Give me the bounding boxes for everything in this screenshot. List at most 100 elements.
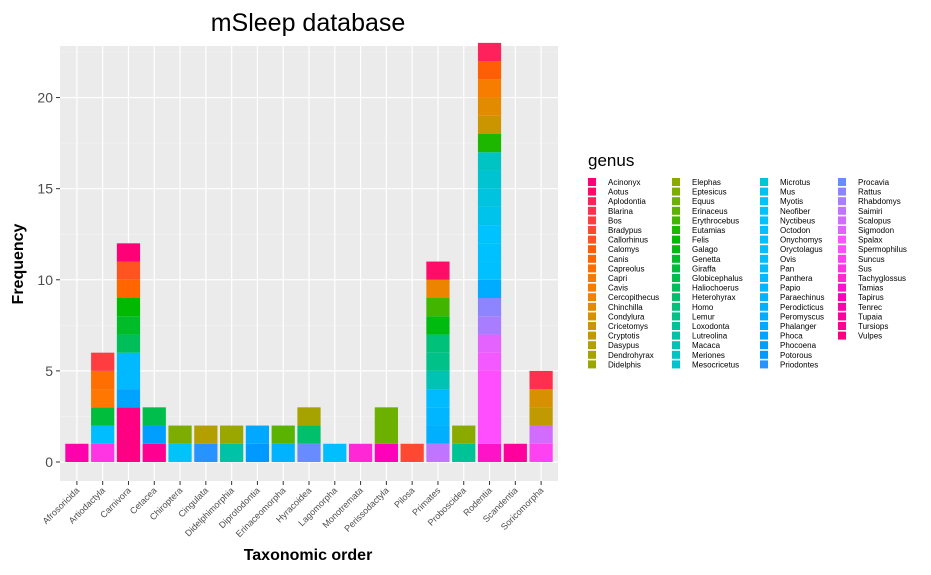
bar-segment-rodentia-cricetomys xyxy=(477,115,502,134)
bar-segment-soricomorpha-suncus xyxy=(529,443,553,462)
bar-segment-rodentia-eutamias xyxy=(477,134,502,153)
bar-segment-rodentia-sigmodon xyxy=(477,334,502,353)
bar-segment-rodentia-cavis xyxy=(477,79,502,98)
legend-key-homo xyxy=(672,302,680,311)
legend-key-rattus xyxy=(838,187,846,196)
legend-label-blarina: Blarina xyxy=(608,207,633,216)
bar-segment-perissodactyla-equus xyxy=(374,407,398,444)
bar-segment-rodentia-mesocricetus xyxy=(477,170,502,189)
bar-segment-rodentia-spalax xyxy=(477,352,502,371)
legend-key-meriones xyxy=(672,350,680,359)
legend-key-neofiber xyxy=(760,206,768,215)
bar-segment-proboscidea-loxodonta xyxy=(452,443,476,462)
legend-key-dendrohyrax xyxy=(588,350,596,359)
bar-segment-cingulata-dasypus xyxy=(194,425,218,444)
bar-segment-carnivora-haliochoerus xyxy=(116,334,141,353)
bar-segment-didelphimorphia-didelphis xyxy=(220,425,244,444)
legend-key-blarina xyxy=(588,206,596,215)
bar-segment-carnivora-callorhinus xyxy=(116,261,141,280)
legend-label-sus: Sus xyxy=(858,264,872,273)
legend-key-octodon xyxy=(760,226,768,234)
legend-key-chinchilla xyxy=(588,302,596,311)
legend-label-capri: Capri xyxy=(608,274,627,283)
bar-segment-rodentia-rattus xyxy=(477,298,502,317)
bar-segment-carnivora-panthera xyxy=(116,352,141,390)
bar-segment-rodentia-meriones xyxy=(477,152,502,171)
bar-segment-erinaceomorpha-erinaceus xyxy=(271,425,295,444)
legend-label-bradypus: Bradypus xyxy=(608,226,642,235)
legend-label-sigmodon: Sigmodon xyxy=(858,226,894,235)
legend-key-lemur xyxy=(672,312,680,321)
legend-key-macaca xyxy=(672,341,680,350)
bar-segment-carnivora-canis xyxy=(116,279,141,298)
legend-label-erinaceus: Erinaceus xyxy=(692,207,728,216)
legend-label-oryctolagus: Oryctolagus xyxy=(780,245,823,254)
legend-label-meriones: Meriones xyxy=(692,351,725,360)
legend-key-oryctolagus xyxy=(760,245,768,254)
legend-key-tenrec xyxy=(838,302,846,311)
legend-label-vulpes: Vulpes xyxy=(858,332,882,341)
legend-key-bradypus xyxy=(588,226,596,234)
legend-label-equus: Equus xyxy=(692,197,715,206)
legend-key-scalopus xyxy=(838,216,846,225)
bar-segment-primates-macaca xyxy=(426,370,450,390)
bar-segment-cetacea-tursiops xyxy=(142,443,166,462)
legend-label-ovis: Ovis xyxy=(780,255,796,264)
legend-key-tupaia xyxy=(838,312,846,321)
legend-key-aotus xyxy=(588,187,596,196)
legend-key-mus xyxy=(760,187,768,196)
legend-label-homo: Homo xyxy=(692,303,714,312)
legend-label-mus: Mus xyxy=(780,188,795,197)
legend-key-loxodonta xyxy=(672,322,680,330)
bar-segment-erinaceomorpha-paraechinus xyxy=(271,443,295,462)
legend-key-capri xyxy=(588,274,596,282)
legend-key-didelphis xyxy=(588,360,596,369)
bar-segment-lagomorpha-oryctolagus xyxy=(323,443,347,462)
legend-key-nyctibeus xyxy=(760,216,768,225)
legend-label-capreolus: Capreolus xyxy=(608,264,644,273)
x-axis: AfrosoricidaArtiodactylaCarnivoraCetacea… xyxy=(41,481,546,539)
bar-segment-artiodactyla-capri xyxy=(91,389,115,408)
bar-segment-rodentia-rhabdomys xyxy=(477,316,502,335)
legend-key-tapirus xyxy=(838,293,846,302)
legend-label-phoca: Phoca xyxy=(780,332,803,341)
bar-segment-didelphimorphia-lutreolina xyxy=(220,443,244,462)
bar-segment-primates-papio xyxy=(426,407,450,426)
legend-label-onychomys: Onychomys xyxy=(780,236,822,245)
legend-label-giraffa: Giraffa xyxy=(692,264,716,273)
x-axis-title: Taxonomic order xyxy=(244,547,373,564)
bar-segment-rodentia-tamias xyxy=(477,443,502,462)
legend-label-macaca: Macaca xyxy=(692,341,721,350)
legend-label-erythrocebus: Erythrocebus xyxy=(692,216,739,225)
bar-segment-hyracoidea-heterohyrax xyxy=(297,425,321,444)
bar-segment-rodentia-onychomys xyxy=(477,261,502,280)
legend-key-bos xyxy=(588,216,596,225)
legend-label-procavia: Procavia xyxy=(858,178,890,187)
y-axis: 0 5 10 15 20 xyxy=(37,90,60,470)
legend-key-sigmodon xyxy=(838,226,846,234)
legend-key-dasypus xyxy=(588,341,596,350)
legend-title: genus xyxy=(588,151,634,170)
bar-segment-rodentia-peromyscus xyxy=(477,279,502,298)
legend-key-saimiri xyxy=(838,206,846,215)
bar-segment-soricomorpha-cryptotis xyxy=(529,407,553,426)
legend-key-tursiops xyxy=(838,322,846,330)
bar-segment-hyracoidea-dendrohyrax xyxy=(297,407,321,426)
legend-label-tachyglossus: Tachyglossus xyxy=(858,274,906,283)
legend-label-scalopus: Scalopus xyxy=(858,216,891,225)
bar-segment-diprotodontia-potorous xyxy=(245,443,270,462)
legend-label-heterohyrax: Heterohyrax xyxy=(692,293,736,302)
legend-label-cercopithecus: Cercopithecus xyxy=(608,293,659,302)
legend-key-mesocricetus xyxy=(672,360,680,369)
chart-title: mSleep database xyxy=(211,9,406,37)
legend-key-globicephalus xyxy=(672,274,680,282)
bar-segment-primates-lemur xyxy=(426,352,450,371)
bar-segment-carnivora-vulpes xyxy=(116,407,141,462)
legend-key-phoca xyxy=(760,331,768,340)
legend-key-aplodontia xyxy=(588,197,596,206)
legend-label-chinchilla: Chinchilla xyxy=(608,303,643,312)
legend-key-felis xyxy=(672,235,680,244)
legend-label-condylura: Condylura xyxy=(608,312,645,321)
legend-key-tachyglossus xyxy=(838,274,846,282)
